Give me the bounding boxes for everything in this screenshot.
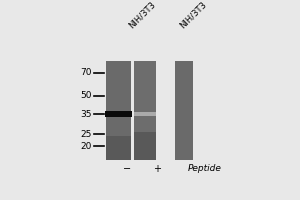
Text: Peptide: Peptide — [188, 164, 222, 173]
Text: −: − — [123, 164, 131, 174]
Text: 50: 50 — [81, 91, 92, 100]
Bar — [193, 24, 270, 178]
Text: +: + — [153, 164, 161, 174]
Bar — [134, 61, 156, 160]
Text: 35: 35 — [81, 110, 92, 119]
Bar — [156, 24, 175, 178]
Text: 70: 70 — [81, 68, 92, 77]
Text: 20: 20 — [81, 142, 92, 151]
Bar — [134, 132, 156, 160]
Bar — [175, 61, 193, 160]
Text: NIH/3T3: NIH/3T3 — [178, 0, 208, 30]
Text: 25: 25 — [81, 130, 92, 139]
Bar — [134, 112, 156, 116]
Text: NIH/3T3: NIH/3T3 — [127, 0, 157, 30]
Bar — [38, 24, 106, 178]
Bar — [106, 136, 130, 160]
Bar — [105, 111, 132, 117]
Bar — [130, 24, 134, 178]
Bar — [106, 61, 130, 160]
